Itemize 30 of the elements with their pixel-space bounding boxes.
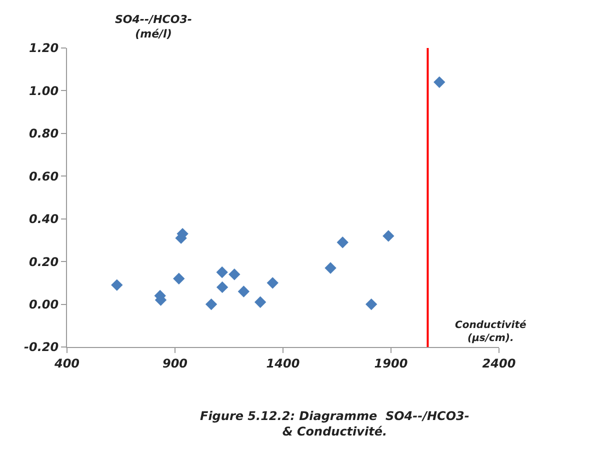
point xyxy=(266,277,278,289)
point xyxy=(365,298,378,310)
point xyxy=(238,286,250,298)
point xyxy=(336,236,348,248)
x-tick-label: 2400 xyxy=(482,356,516,370)
x-tick-label: 1400 xyxy=(266,356,300,370)
point xyxy=(216,281,228,294)
x-tick-label: 1900 xyxy=(374,356,408,370)
y-tick-label: 0.00 xyxy=(28,297,59,312)
y-tick-label: 0.60 xyxy=(28,169,59,184)
point xyxy=(173,272,185,285)
y-tick-label: -0.20 xyxy=(24,340,59,354)
point xyxy=(111,279,123,291)
y-tick-label: 1.20 xyxy=(28,41,59,56)
point xyxy=(205,298,218,310)
x-tick-label: 400 xyxy=(53,356,80,370)
point xyxy=(254,296,266,308)
y-tick-label: 0.40 xyxy=(28,212,59,226)
y-tick-label: 0.80 xyxy=(28,126,59,141)
x-tick-label: 900 xyxy=(162,356,188,370)
y-tick-label: 1.00 xyxy=(28,84,59,98)
point xyxy=(434,76,446,88)
x-axis-title: Conductivité (µs/cm). xyxy=(455,320,526,344)
point xyxy=(382,230,394,242)
y-tick-label: 0.20 xyxy=(28,254,59,269)
point xyxy=(228,268,240,280)
point xyxy=(324,262,336,274)
caption: Figure 5.12.2: Diagramme SO4--/HCO3- & Conductivité. xyxy=(200,409,470,439)
point xyxy=(216,266,228,278)
y-axis-title: SO4--/HCO3- (mé/l) xyxy=(115,13,192,40)
